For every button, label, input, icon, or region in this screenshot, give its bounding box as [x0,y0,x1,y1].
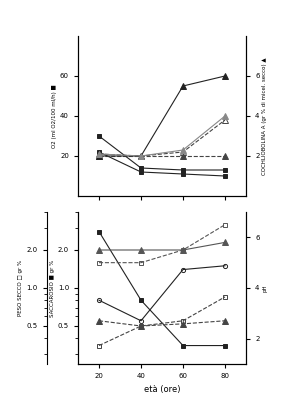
Y-axis label: SACCAROSIO ■ gr %: SACCAROSIO ■ gr % [50,259,55,317]
Y-axis label: pH: pH [262,284,267,292]
X-axis label: età (ore): età (ore) [144,384,180,394]
Y-axis label: COCHLIOBOLINA A (gr % di micel. secco) ▲: COCHLIOBOLINA A (gr % di micel. secco) ▲ [262,57,267,175]
Y-axis label: PESO SECCO □ gr %: PESO SECCO □ gr % [18,260,23,316]
Y-axis label: O2 (ml O2/100 ml/h) ■: O2 (ml O2/100 ml/h) ■ [52,84,57,148]
